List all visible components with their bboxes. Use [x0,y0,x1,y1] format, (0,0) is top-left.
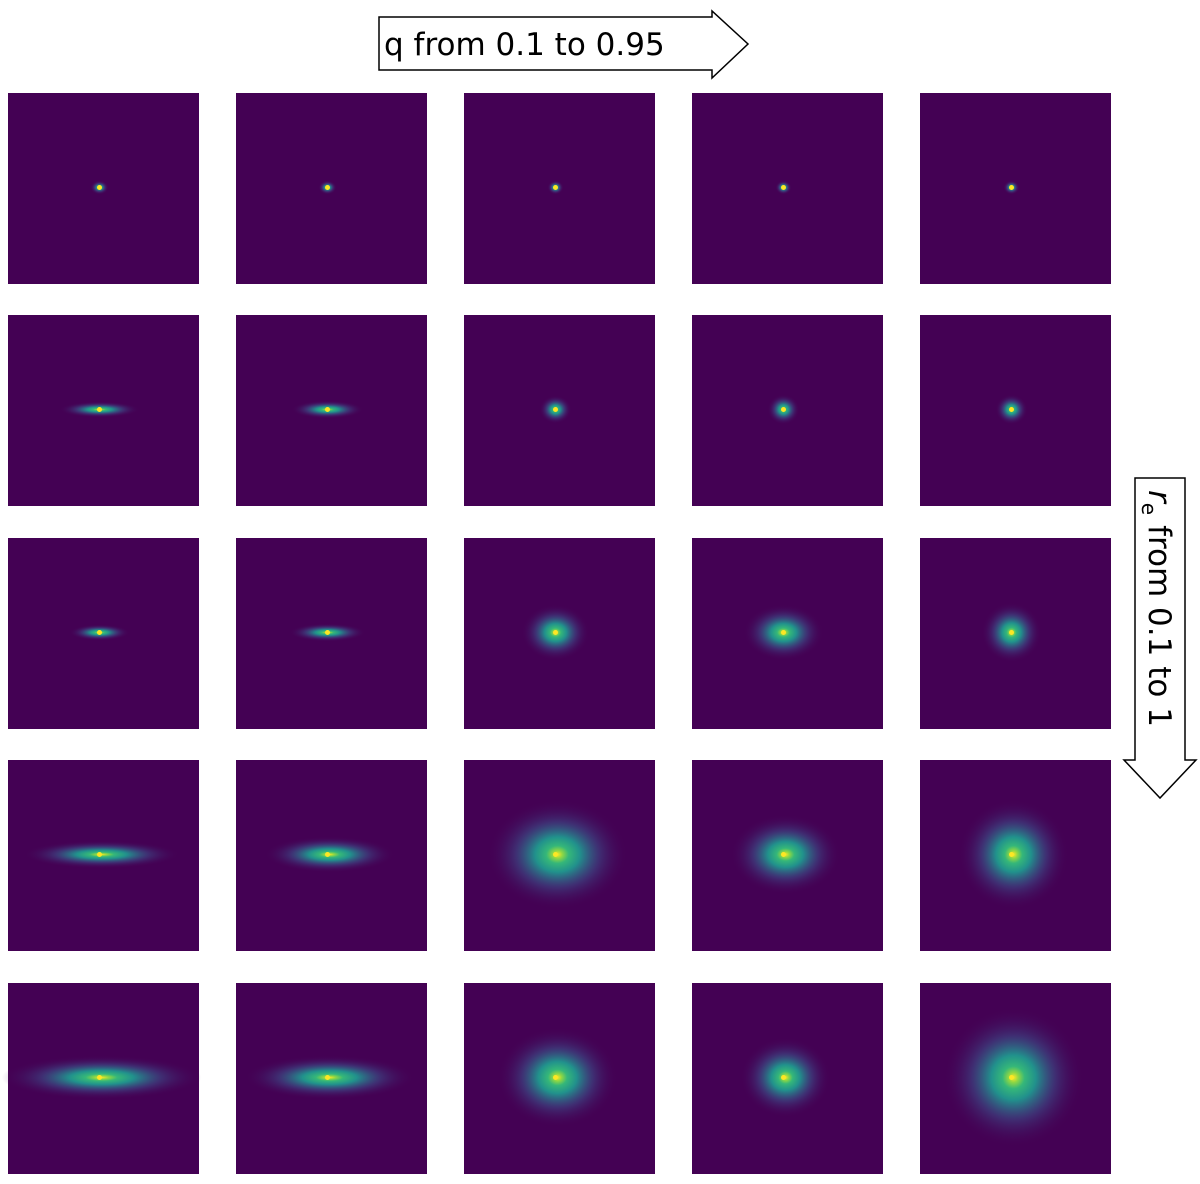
top-arrow [378,9,750,80]
galaxy-core [781,407,786,412]
galaxy-core [325,407,330,412]
galaxy-core [1009,630,1014,635]
galaxy-core [553,185,558,190]
galaxy-core [781,630,786,635]
panel-grid [1,93,1111,1174]
galaxy-core [553,1075,558,1080]
galaxy-core [97,630,102,635]
side-arrow-text: from 0.1 to 1 [1141,525,1177,727]
galaxy-core [97,185,102,190]
galaxy-core [553,630,558,635]
galaxy-core [781,852,786,857]
top-arrow-label: q from 0.1 to 0.95 [384,27,665,63]
galaxy-core [325,852,330,857]
side-arrow [1122,477,1198,800]
galaxy-core [1009,852,1014,857]
galaxy-core [553,852,558,857]
galaxy-core [325,630,330,635]
side-arrow-label: re from 0.1 to 1 [1137,490,1177,727]
galaxy-core [781,1075,786,1080]
galaxy-core [97,852,102,857]
galaxy-core [325,1075,330,1080]
galaxy-core [325,185,330,190]
side-arrow-subscript: e [1137,503,1161,515]
galaxy-core [553,407,558,412]
galaxy-core [1009,1075,1014,1080]
galaxy-core [1009,185,1014,190]
galaxy-core [1009,407,1014,412]
galaxy-core [781,185,786,190]
galaxy-core [97,1075,102,1080]
side-arrow-symbol: r [1141,490,1177,505]
galaxy-core [97,407,102,412]
